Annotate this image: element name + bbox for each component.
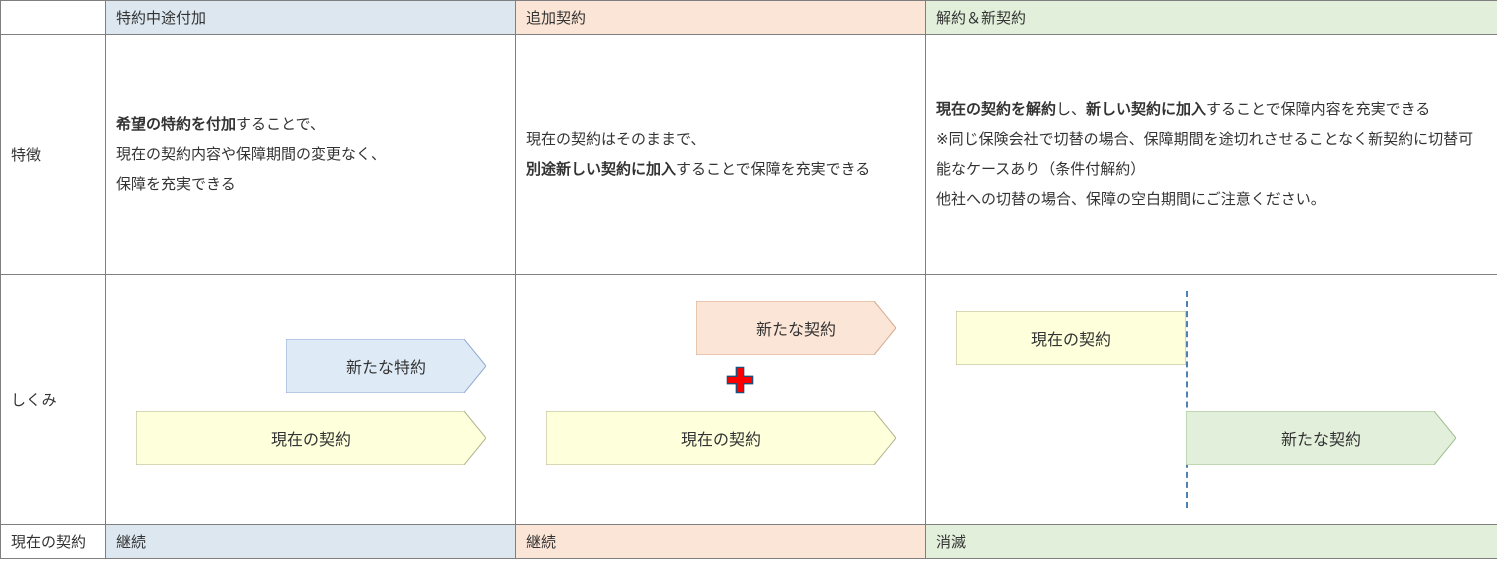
mechanism-cell-col3: 現在の契約 新たな契約 bbox=[926, 275, 1497, 525]
arrow-label: 現在の契約 bbox=[271, 426, 351, 450]
arrow-label: 現在の契約 bbox=[1031, 326, 1111, 350]
feature-row: 特徴 希望の特約を付加することで、 現在の契約内容や保障期間の変更なく、 保障を… bbox=[1, 35, 1497, 275]
status-row-label: 現在の契約 bbox=[1, 525, 106, 559]
feature-cell-col2: 現在の契約はそのままで、 別途新しい契約に加入することで保障を充実できる bbox=[516, 35, 926, 275]
comparison-table: 特約中途付加 追加契約 解約＆新契約 特徴 希望の特約を付加することで、 現在の… bbox=[0, 0, 1497, 559]
feature-bold: 別途新しい契約に加入 bbox=[526, 161, 676, 178]
plus-icon bbox=[726, 366, 754, 394]
arrow-new-rider: 新たな特約 bbox=[286, 339, 486, 393]
arrow-label: 現在の契約 bbox=[681, 426, 761, 450]
arrow-label: 新たな契約 bbox=[1281, 426, 1361, 450]
mechanism-row-label: しくみ bbox=[1, 275, 106, 525]
arrow-label: 新たな契約 bbox=[756, 316, 836, 340]
arrow-label: 新たな特約 bbox=[346, 354, 426, 378]
feature-bold: 現在の契約を解約 bbox=[936, 101, 1056, 118]
status-col3: 消滅 bbox=[926, 525, 1497, 559]
header-col1: 特約中途付加 bbox=[106, 1, 516, 35]
header-row: 特約中途付加 追加契約 解約＆新契約 bbox=[1, 1, 1497, 35]
header-col3: 解約＆新契約 bbox=[926, 1, 1497, 35]
dashed-divider bbox=[1186, 291, 1188, 508]
feature-bold: 新しい契約に加入 bbox=[1086, 101, 1206, 118]
status-col1: 継続 bbox=[106, 525, 516, 559]
arrow-current-contract: 現在の契約 bbox=[956, 311, 1186, 365]
header-col2: 追加契約 bbox=[516, 1, 926, 35]
feature-cell-col1: 希望の特約を付加することで、 現在の契約内容や保障期間の変更なく、 保障を充実で… bbox=[106, 35, 516, 275]
arrow-current-contract: 現在の契約 bbox=[136, 411, 486, 465]
mechanism-cell-col1: 新たな特約 現在の契約 bbox=[106, 275, 516, 525]
arrow-new-contract: 新たな契約 bbox=[696, 301, 896, 355]
status-col2: 継続 bbox=[516, 525, 926, 559]
feature-row-label: 特徴 bbox=[1, 35, 106, 275]
arrow-new-contract: 新たな契約 bbox=[1186, 411, 1456, 465]
status-row: 現在の契約 継続 継続 消滅 bbox=[1, 525, 1497, 559]
mechanism-row: しくみ 新たな特約 現在の契約 新たな契約 bbox=[1, 275, 1497, 525]
feature-cell-col3: 現在の契約を解約し、新しい契約に加入することで保障内容を充実できる ※同じ保険会… bbox=[926, 35, 1497, 275]
arrow-current-contract: 現在の契約 bbox=[546, 411, 896, 465]
mechanism-cell-col2: 新たな契約 現在の契約 bbox=[516, 275, 926, 525]
feature-bold: 希望の特約を付加 bbox=[116, 116, 236, 133]
header-empty bbox=[1, 1, 106, 35]
